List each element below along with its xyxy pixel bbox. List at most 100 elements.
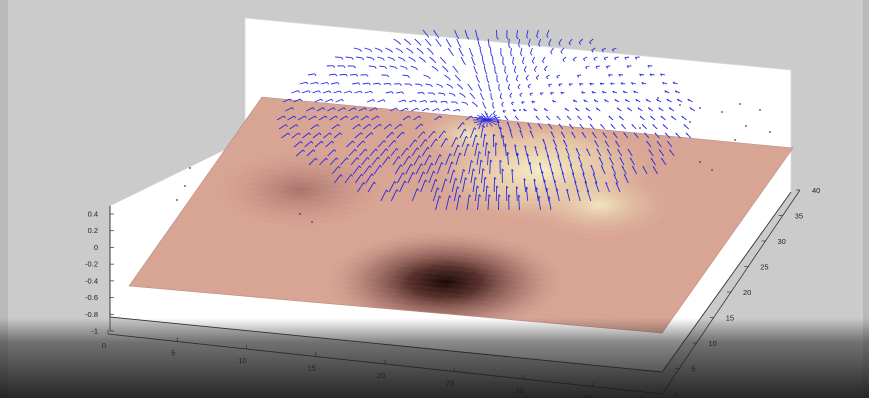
quiver-arrow (471, 56, 475, 64)
quiver-arrow (509, 128, 513, 139)
quiver-arrow (340, 157, 348, 166)
quiver-arrow (577, 74, 582, 76)
quiver-arrow (460, 56, 465, 63)
y-tick-label: 40 (812, 186, 820, 195)
axes-box-outline (244, 17, 792, 192)
quiver-arrow (582, 172, 587, 184)
quiver-arrow (328, 73, 336, 76)
quiver-arrow (405, 163, 412, 175)
quiver-arrow (339, 115, 347, 121)
z-tick-label: 0 (94, 243, 98, 252)
quiver-arrow (446, 83, 452, 87)
quiver-arrow (355, 173, 362, 184)
quiver-arrow (379, 148, 387, 157)
quiver-arrow (462, 177, 466, 193)
quiver-arrow (360, 115, 368, 121)
z-tick-label: 0.2 (88, 226, 98, 235)
quiver-arrow (481, 119, 488, 127)
y-tick-label: 25 (760, 263, 768, 272)
quiver-arrow (487, 194, 490, 211)
quiver-arrow (605, 181, 611, 193)
quiver-arrow (287, 115, 295, 121)
quiver-arrow (566, 188, 571, 202)
quiver-arrow (366, 99, 374, 103)
y-tick-label: 15 (726, 314, 734, 323)
quiver-arrow (473, 65, 477, 73)
quiver-arrows (276, 29, 696, 211)
quiver-arrow (512, 56, 515, 63)
quiver-arrow (377, 140, 385, 148)
left-border (0, 0, 8, 398)
y-tick-label: 35 (795, 212, 803, 221)
quiver-arrow (431, 65, 437, 70)
x-tick-label: 35 (585, 394, 593, 398)
quiver-arrow (649, 73, 655, 76)
quiver-arrow (420, 179, 426, 193)
quiver-arrow (459, 128, 466, 139)
quiver-arrow (523, 65, 527, 71)
quiver-arrow (436, 162, 443, 175)
quiver-arrow (377, 99, 384, 103)
quiver-arrow (546, 29, 550, 36)
quiver-arrow (492, 56, 494, 64)
quiver-arrow (430, 138, 437, 148)
quiver-dot (699, 107, 701, 109)
quiver-arrow (430, 100, 436, 103)
quiver-arrow (486, 116, 501, 121)
quiver-arrow (472, 134, 477, 148)
quiver-arrow (475, 74, 479, 81)
quiver-arrow (325, 140, 333, 148)
quiver-arrow (380, 189, 387, 202)
quiver-arrow (572, 56, 577, 60)
quiver-arrow (413, 115, 420, 121)
quiver-arrow (583, 56, 588, 60)
quiver-dot (679, 104, 681, 106)
quiver-arrow (536, 29, 539, 37)
quiver-arrow (591, 47, 596, 51)
quiver-arrow (589, 82, 594, 85)
quiver-arrow (444, 74, 450, 79)
quiver-arrow (406, 47, 412, 52)
quiver-arrow (557, 155, 562, 166)
quiver-arrow (506, 74, 508, 81)
quiver-arrow (477, 38, 480, 47)
quiver-arrow (515, 74, 519, 80)
quiver-arrow (362, 123, 370, 130)
quiver-arrow (589, 38, 594, 43)
quiver-arrow (411, 107, 418, 112)
quiver-arrow (393, 38, 400, 43)
x-tick-label: 0 (102, 341, 106, 350)
quiver-arrow (435, 195, 440, 211)
quiver-arrow (343, 90, 351, 94)
quiver-arrow (278, 124, 287, 130)
quiver-arrow (344, 174, 352, 184)
quiver-arrow (545, 187, 550, 202)
quiver-arrow (361, 157, 368, 166)
quiver-arrow (312, 90, 320, 94)
quiver-arrow (390, 148, 397, 157)
quiver-arrow (499, 92, 502, 98)
quiver-dot (311, 221, 313, 223)
quiver-arrow (499, 127, 503, 139)
quiver-arrow (594, 181, 600, 193)
quiver-arrow (538, 195, 541, 211)
quiver-arrow (388, 140, 395, 148)
quiver-arrow (520, 47, 523, 54)
quiver-arrow (550, 47, 554, 53)
quiver-arrow (369, 148, 377, 157)
quiver-arrow (442, 108, 449, 112)
z-axis: 0.4 0.2 0 -0.2 -0.4 -0.6 -0.8 -1 (85, 206, 114, 336)
quiver-arrow (400, 65, 406, 69)
quiver-dot (657, 97, 659, 99)
quiver-arrow (489, 159, 491, 175)
quiver-arrow (486, 74, 488, 81)
quiver-arrow (456, 38, 461, 46)
quiver-arrow (473, 116, 488, 121)
quiver-arrow (614, 56, 619, 59)
quiver-arrow (356, 56, 363, 59)
quiver-arrow (472, 177, 476, 193)
quiver-arrow (373, 165, 381, 175)
quiver-arrow (468, 160, 472, 175)
